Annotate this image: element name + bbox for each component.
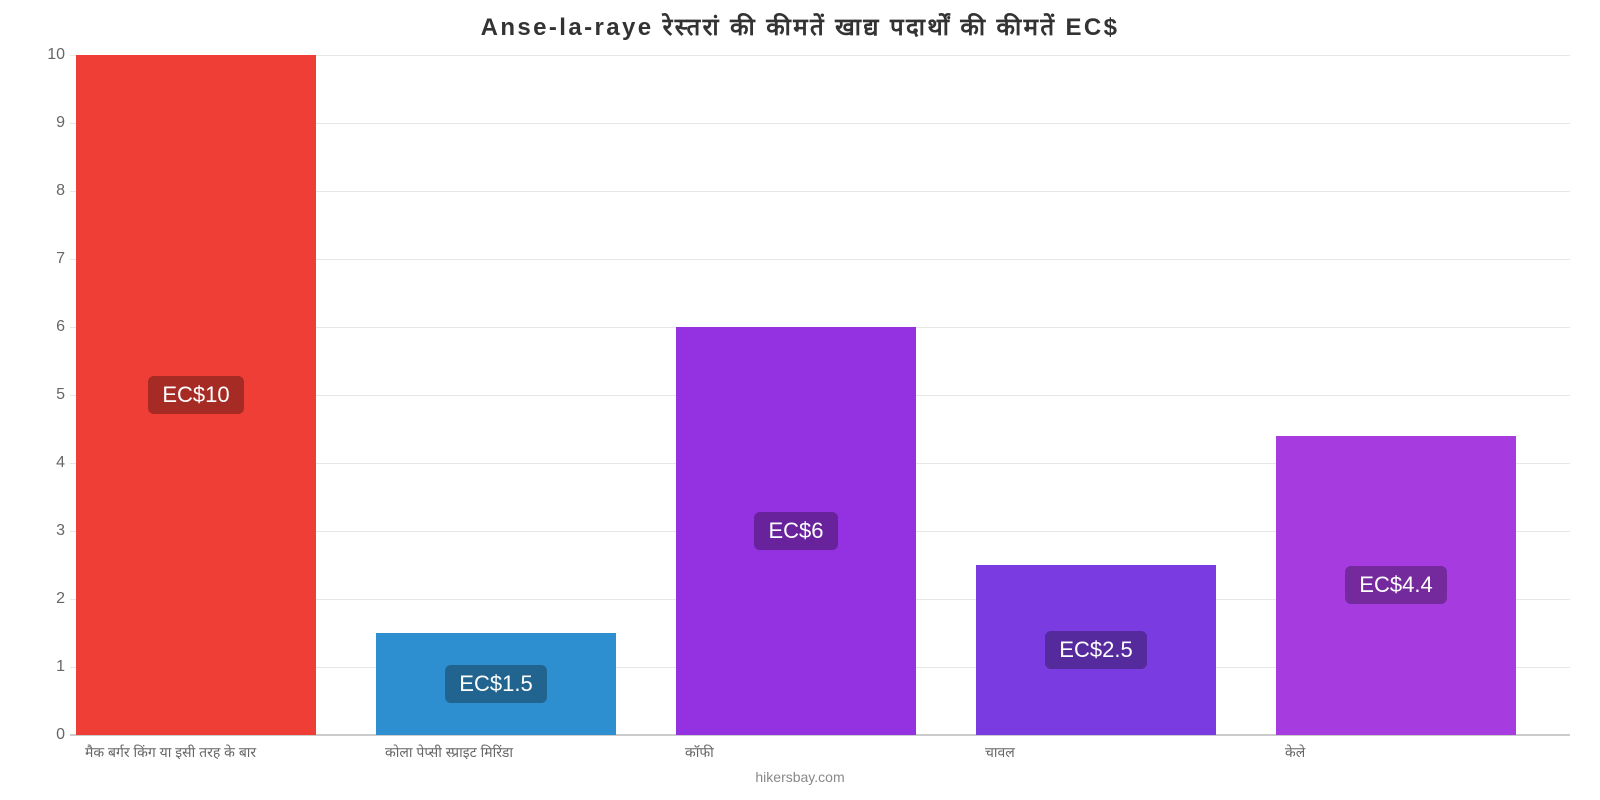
bar: EC$4.4	[1276, 436, 1516, 735]
y-tick-label: 7	[25, 250, 65, 268]
y-tick-label: 1	[25, 658, 65, 676]
attribution-text: hikersbay.com	[0, 769, 1600, 785]
y-tick-label: 9	[25, 114, 65, 132]
plot-area: 012345678910EC$10EC$1.5EC$6EC$2.5EC$4.4	[70, 55, 1570, 735]
bar-slot: EC$4.4	[1270, 55, 1570, 735]
price-bar-chart: Anse-la-raye रेस्तरां की कीमतें खाद्य पद…	[0, 0, 1600, 800]
y-tick-label: 3	[25, 522, 65, 540]
value-badge: EC$10	[148, 376, 243, 414]
y-tick-label: 2	[25, 590, 65, 608]
x-axis-label: चावल	[970, 743, 1270, 762]
x-axis-labels: मैक बर्गर किंग या इसी तरह के बारकोला पेप…	[70, 743, 1570, 762]
y-tick-label: 4	[25, 454, 65, 472]
y-tick-label: 6	[25, 318, 65, 336]
value-badge: EC$2.5	[1045, 631, 1146, 669]
value-badge: EC$1.5	[445, 665, 546, 703]
x-axis-label: कॉफी	[670, 743, 970, 762]
y-tick-label: 0	[25, 726, 65, 744]
bar: EC$2.5	[976, 565, 1216, 735]
x-axis-label: कोला पेप्सी स्प्राइट मिरिंडा	[370, 743, 670, 762]
x-axis-label: केले	[1270, 743, 1570, 762]
bar-slot: EC$10	[70, 55, 370, 735]
bar-slot: EC$1.5	[370, 55, 670, 735]
bar-slot: EC$6	[670, 55, 970, 735]
bars-container: EC$10 EC$1.5 EC$6 EC$2.5 EC$4.4	[70, 55, 1570, 735]
y-tick-label: 8	[25, 182, 65, 200]
y-tick-label: 5	[25, 386, 65, 404]
value-badge: EC$6	[754, 512, 837, 550]
y-tick-label: 10	[25, 46, 65, 64]
bar-slot: EC$2.5	[970, 55, 1270, 735]
bar: EC$10	[76, 55, 316, 735]
value-badge: EC$4.4	[1345, 566, 1446, 604]
bar: EC$1.5	[376, 633, 616, 735]
chart-title: Anse-la-raye रेस्तरां की कीमतें खाद्य पद…	[0, 10, 1600, 43]
bar: EC$6	[676, 327, 916, 735]
x-axis-label: मैक बर्गर किंग या इसी तरह के बार	[70, 743, 370, 762]
